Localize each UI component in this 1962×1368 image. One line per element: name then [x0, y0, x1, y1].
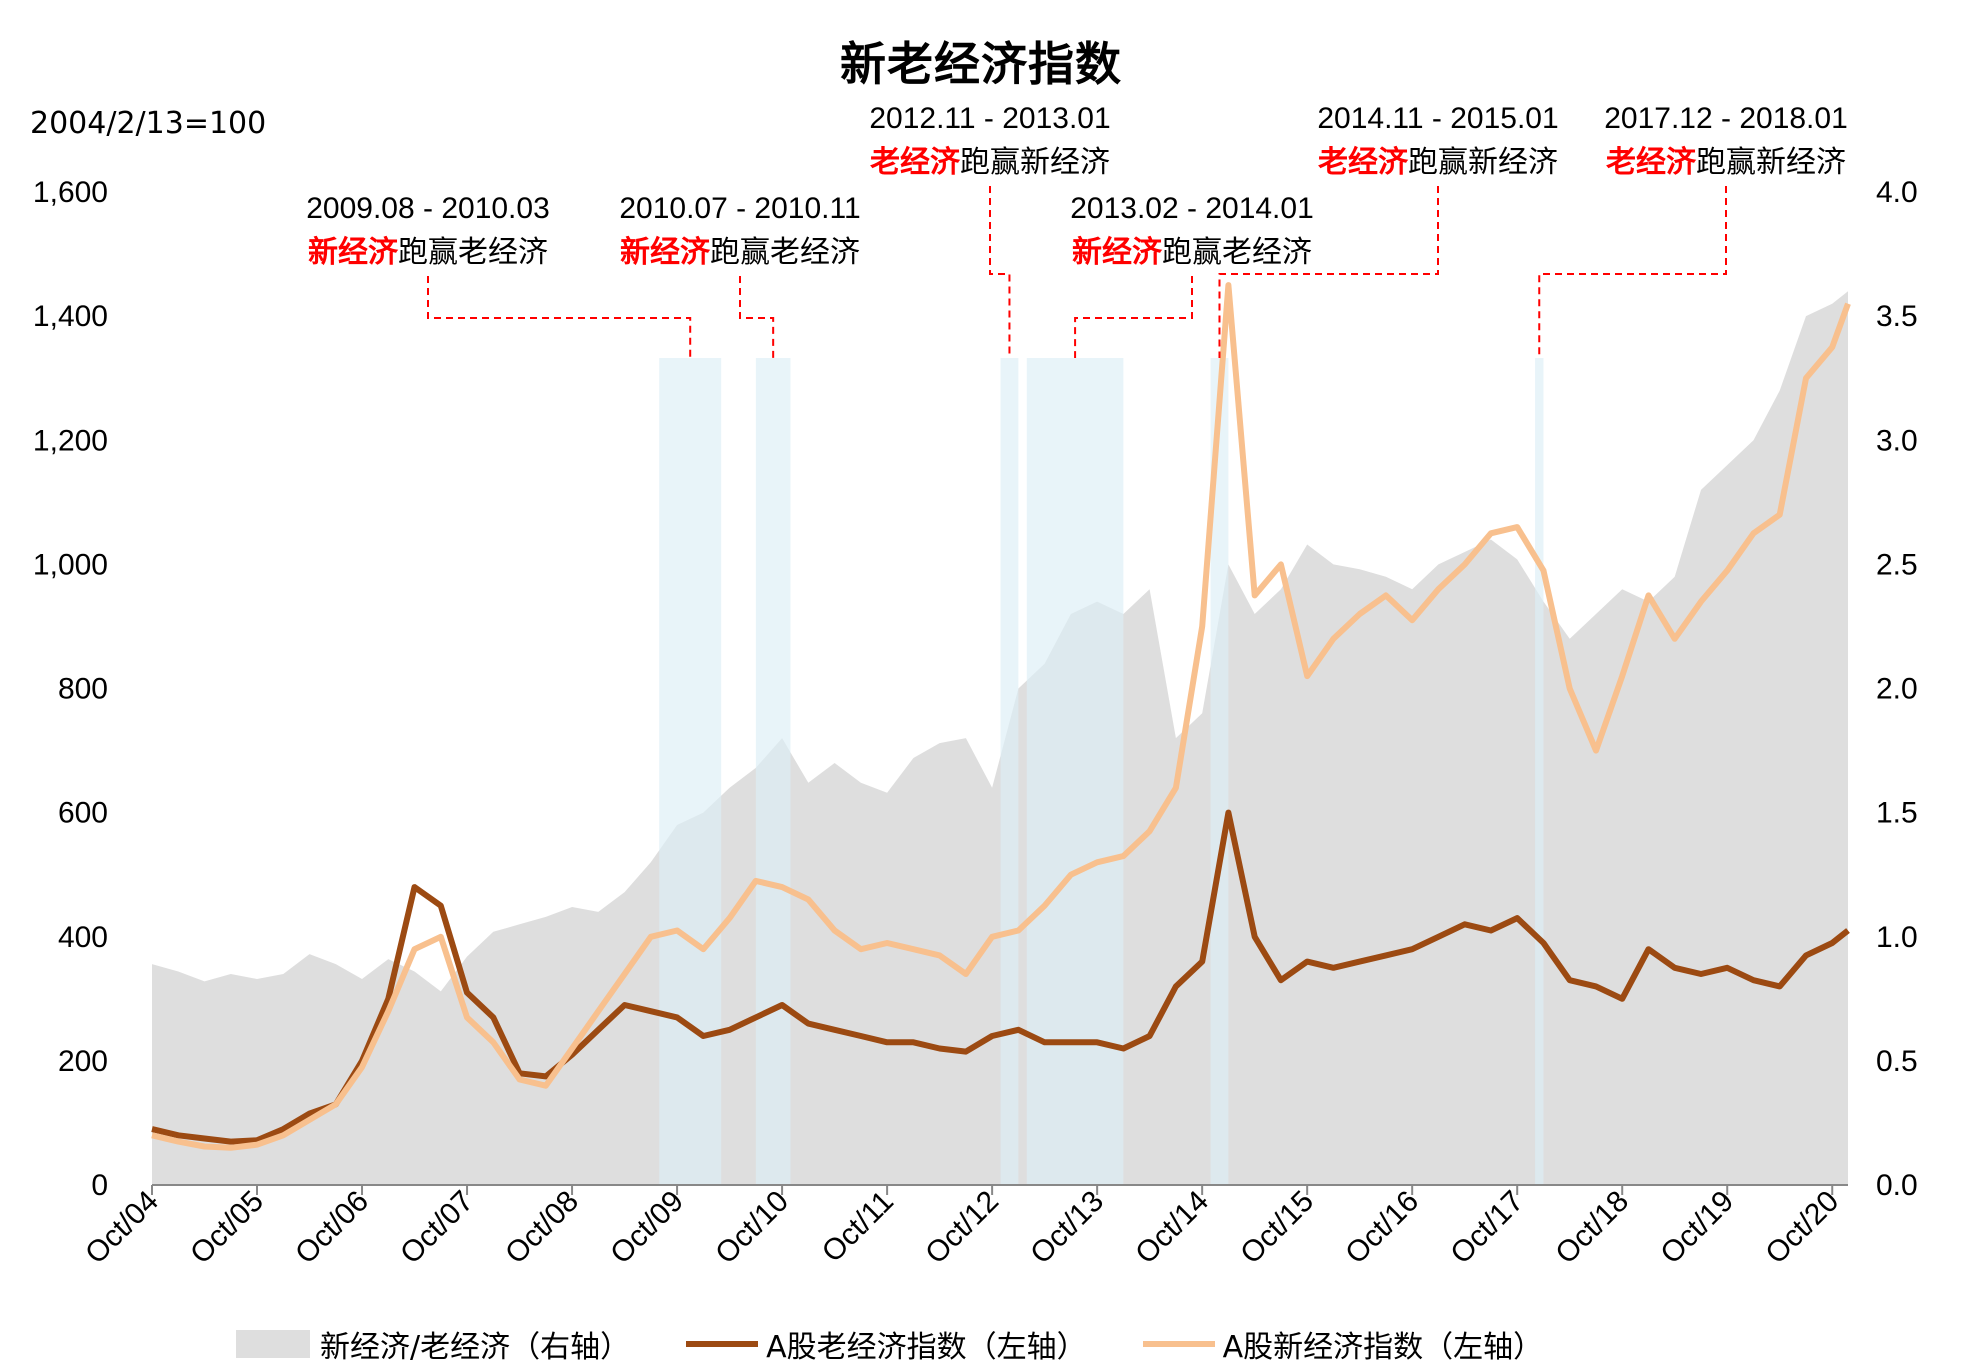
left-tick-label: 1,400: [33, 300, 108, 333]
left-tick-label: 600: [58, 797, 108, 830]
left-tick-label: 800: [58, 673, 108, 706]
shaded-period-2: [755, 358, 791, 1185]
x-tick-label: Oct/20: [1759, 1185, 1845, 1271]
annotation-leader-3: [989, 186, 1011, 358]
x-tick-label: Oct/10: [709, 1185, 795, 1271]
x-tick-label: Oct/13: [1024, 1185, 1110, 1271]
annotation-leader-4: [1074, 276, 1193, 358]
right-tick-label: 4.0: [1876, 176, 1918, 209]
x-tick-label: Oct/16: [1339, 1185, 1425, 1271]
annotation-date-2: 2010.07 - 2010.11: [619, 192, 860, 225]
annotation-label-2: 新经济跑赢老经济: [620, 235, 860, 270]
right-tick-label: 1.5: [1876, 797, 1918, 830]
series-line-old-economy: [151, 809, 1850, 1145]
annotation-leader-2: [739, 276, 775, 358]
annotation-leader-6: [1538, 186, 1727, 358]
annotation-date-1: 2009.08 - 2010.03: [306, 192, 550, 225]
annotation-leader-1: [427, 276, 692, 358]
right-tick-label: 3.0: [1876, 424, 1918, 457]
left-tick-label: 1,600: [33, 176, 108, 209]
x-tick-label: Oct/07: [394, 1185, 480, 1271]
right-tick-label: 0.5: [1876, 1045, 1918, 1078]
annotation-date-4: 2013.02 - 2014.01: [1070, 192, 1314, 225]
legend-item-new: A股新经济指数（左轴）: [1142, 1322, 1544, 1366]
left-tick-label: 0: [91, 1169, 108, 1202]
shaded-period-6: [1535, 358, 1544, 1185]
x-tick-label: Oct/15: [1234, 1185, 1320, 1271]
legend: 新经济/老经济（右轴） A股老经济指数（左轴） A股新经济指数（左轴）: [236, 1322, 1599, 1366]
annotation-date-6: 2017.12 - 2018.01: [1604, 102, 1848, 135]
x-tick-label: Oct/05: [184, 1185, 270, 1271]
right-tick-label: 3.5: [1876, 300, 1918, 333]
left-tick-label: 400: [58, 921, 108, 954]
shaded-period-4: [1026, 358, 1124, 1185]
annotation-label-4: 新经济跑赢老经济: [1072, 235, 1312, 270]
x-tick-label: Oct/17: [1444, 1185, 1530, 1271]
shaded-period-5: [1210, 358, 1229, 1185]
left-tick-label: 1,000: [33, 548, 108, 581]
annotation-label-1: 新经济跑赢老经济: [308, 235, 548, 270]
shaded-periods-layer: [659, 358, 1544, 1185]
legend-label-old: A股老经济指数（左轴）: [766, 1330, 1087, 1365]
shaded-period-3: [1000, 358, 1019, 1185]
annotation-date-3: 2012.11 - 2013.01: [869, 102, 1110, 135]
legend-swatch-old: [686, 1341, 759, 1347]
left-tick-label: 200: [58, 1045, 108, 1078]
right-tick-label: 2.0: [1876, 673, 1918, 706]
series-area-ratio: [152, 291, 1848, 1185]
annotation-label-5: 老经济跑赢新经济: [1318, 145, 1558, 180]
shaded-period-1: [659, 358, 722, 1185]
x-tick-label: Oct/08: [499, 1185, 585, 1271]
x-tick-label: Oct/18: [1549, 1185, 1635, 1271]
x-tick-label: Oct/09: [604, 1185, 690, 1271]
legend-swatch-ratio: [236, 1330, 310, 1358]
x-tick-label: Oct/14: [1129, 1185, 1215, 1271]
legend-label-ratio: 新经济/老经济（右轴）: [320, 1330, 631, 1365]
x-tick-label: Oct/12: [919, 1185, 1005, 1271]
x-tick-label: Oct/11: [816, 1185, 900, 1269]
legend-label-new: A股新经济指数（左轴）: [1222, 1330, 1544, 1365]
annotation-label-6: 老经济跑赢新经济: [1606, 145, 1846, 180]
series-line-new-economy: [151, 282, 1851, 1151]
chart-title: 新老经济指数: [840, 37, 1122, 91]
index-lines-layer: [151, 282, 1851, 1151]
right-tick-label: 2.5: [1876, 548, 1918, 581]
annotations-layer: 2009.08 - 2010.03 新经济跑赢老经济 2010.07 - 2010.…: [306, 102, 1848, 358]
base-date-note: 2004/2/13=100: [30, 106, 267, 141]
annotation-date-5: 2014.11 - 2015.01: [1317, 102, 1558, 135]
right-tick-label: 0.0: [1876, 1169, 1918, 1202]
right-tick-label: 1.0: [1876, 921, 1918, 954]
legend-item-ratio: 新经济/老经济（右轴）: [236, 1322, 630, 1366]
annotation-label-3: 老经济跑赢新经济: [870, 145, 1110, 180]
legend-swatch-new: [1142, 1341, 1215, 1347]
left-tick-label: 1,200: [33, 424, 108, 457]
annotation-leader-5: [1218, 186, 1439, 358]
x-tick-label: Oct/19: [1654, 1185, 1740, 1271]
x-tick-label: Oct/06: [289, 1185, 375, 1271]
ratio-area-layer: [152, 291, 1848, 1185]
legend-item-old: A股老经济指数（左轴）: [686, 1322, 1087, 1366]
